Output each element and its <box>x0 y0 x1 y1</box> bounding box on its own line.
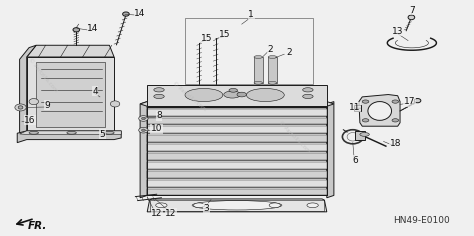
Polygon shape <box>147 85 327 106</box>
Ellipse shape <box>237 92 246 97</box>
Text: © Partzilla.com: © Partzilla.com <box>27 58 59 94</box>
Polygon shape <box>36 62 105 127</box>
Text: 12: 12 <box>151 209 162 218</box>
Text: © Partzilla.com: © Partzilla.com <box>277 120 310 154</box>
Text: 10: 10 <box>151 124 163 133</box>
Ellipse shape <box>254 81 263 84</box>
Polygon shape <box>19 131 121 135</box>
Polygon shape <box>147 144 327 151</box>
Polygon shape <box>147 118 327 124</box>
Polygon shape <box>147 199 327 212</box>
Bar <box>185 18 313 84</box>
Ellipse shape <box>269 203 281 208</box>
Ellipse shape <box>224 91 241 98</box>
Ellipse shape <box>123 12 129 16</box>
Text: 18: 18 <box>390 139 401 148</box>
Text: © Partzilla.com: © Partzilla.com <box>172 81 208 113</box>
Ellipse shape <box>154 94 164 98</box>
Ellipse shape <box>307 203 318 208</box>
Polygon shape <box>147 135 327 142</box>
Ellipse shape <box>408 15 415 20</box>
Polygon shape <box>147 153 327 160</box>
Ellipse shape <box>154 88 164 92</box>
Ellipse shape <box>414 98 421 103</box>
Text: 2: 2 <box>267 46 273 55</box>
Ellipse shape <box>110 101 120 107</box>
Polygon shape <box>147 180 327 186</box>
Polygon shape <box>147 109 327 116</box>
Polygon shape <box>17 131 121 143</box>
Ellipse shape <box>254 56 263 58</box>
Text: 14: 14 <box>135 9 146 18</box>
Ellipse shape <box>105 131 114 134</box>
Polygon shape <box>359 95 400 126</box>
Polygon shape <box>147 126 327 133</box>
Polygon shape <box>327 101 334 198</box>
Ellipse shape <box>362 119 369 122</box>
Ellipse shape <box>185 88 223 101</box>
Text: 3: 3 <box>203 204 209 213</box>
Ellipse shape <box>139 127 148 133</box>
Polygon shape <box>147 189 327 195</box>
Text: 14: 14 <box>87 24 99 33</box>
Text: 6: 6 <box>352 156 358 165</box>
Polygon shape <box>140 101 147 198</box>
Text: 2: 2 <box>286 48 292 57</box>
Text: 15: 15 <box>201 34 212 43</box>
Ellipse shape <box>15 104 26 111</box>
Ellipse shape <box>139 116 148 121</box>
Polygon shape <box>27 45 114 57</box>
Ellipse shape <box>67 131 76 134</box>
Ellipse shape <box>18 106 23 109</box>
Ellipse shape <box>303 88 313 92</box>
Ellipse shape <box>29 131 38 134</box>
Text: 15: 15 <box>219 30 231 39</box>
Text: 8: 8 <box>156 111 162 120</box>
Text: 9: 9 <box>44 101 50 110</box>
Polygon shape <box>27 57 114 135</box>
Ellipse shape <box>246 88 284 101</box>
Text: FR.: FR. <box>28 221 47 231</box>
Polygon shape <box>147 162 327 169</box>
Text: 13: 13 <box>392 27 403 36</box>
Bar <box>254 57 263 83</box>
Text: 11: 11 <box>349 103 361 112</box>
Ellipse shape <box>392 119 399 122</box>
Text: 12: 12 <box>165 209 176 218</box>
Bar <box>355 131 365 140</box>
Ellipse shape <box>142 117 146 120</box>
Bar <box>150 200 324 211</box>
Ellipse shape <box>156 203 167 208</box>
Ellipse shape <box>360 133 369 136</box>
Text: 4: 4 <box>92 87 98 96</box>
Ellipse shape <box>29 98 38 105</box>
Text: 1: 1 <box>248 10 254 19</box>
Ellipse shape <box>368 101 392 120</box>
Ellipse shape <box>193 203 205 208</box>
Text: HN49-E0100: HN49-E0100 <box>393 215 450 225</box>
Text: 7: 7 <box>409 6 415 15</box>
Polygon shape <box>147 171 327 178</box>
Polygon shape <box>19 45 36 137</box>
Polygon shape <box>147 107 327 108</box>
Bar <box>268 57 277 83</box>
Ellipse shape <box>362 100 369 103</box>
Bar <box>354 105 361 111</box>
Ellipse shape <box>268 56 277 58</box>
Ellipse shape <box>268 81 277 84</box>
Polygon shape <box>140 101 334 106</box>
Ellipse shape <box>73 28 80 32</box>
Text: 17: 17 <box>404 97 415 106</box>
Ellipse shape <box>392 100 399 103</box>
Ellipse shape <box>142 129 146 131</box>
Text: 5: 5 <box>100 130 105 139</box>
Text: 16: 16 <box>24 116 36 125</box>
Ellipse shape <box>192 201 282 210</box>
Ellipse shape <box>229 88 237 92</box>
Ellipse shape <box>303 94 313 98</box>
